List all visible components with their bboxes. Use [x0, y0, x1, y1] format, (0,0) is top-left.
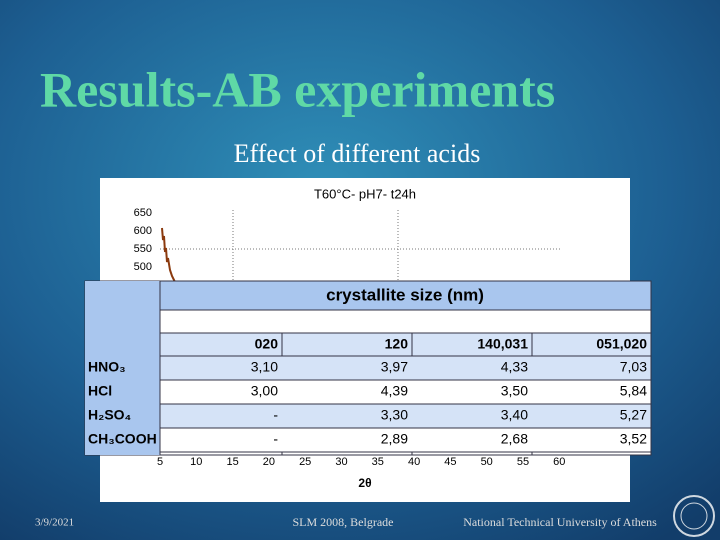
- y-tick-label: 500: [134, 261, 152, 273]
- table-cell: -: [273, 431, 278, 447]
- row-header: HCl: [88, 383, 112, 399]
- table-cell: 3,10: [251, 359, 278, 375]
- x-tick-label: 5: [157, 456, 163, 468]
- row-header-column: [85, 281, 160, 455]
- x-tick-label: 35: [372, 456, 384, 468]
- column-header: 140,031: [477, 336, 528, 352]
- x-axis-label: 2θ: [358, 476, 371, 490]
- table-cell: 3,30: [381, 407, 408, 423]
- figure-title: T60°C- pH7- t24h: [314, 186, 416, 201]
- x-tick-label: 25: [299, 456, 311, 468]
- footer-institution: National Technical University of Athens: [463, 515, 657, 529]
- column-header: 120: [385, 336, 409, 352]
- table-cell: 3,40: [501, 407, 528, 423]
- table-cell: 3,97: [381, 359, 408, 375]
- y-tick-label: 650: [134, 207, 152, 219]
- table-cell: 7,03: [620, 359, 647, 375]
- caption-cell: [159, 280, 652, 311]
- row-header: CH₃COOH: [88, 431, 157, 447]
- slide-title: Results-AB experiments: [40, 61, 555, 117]
- table-row: [159, 379, 652, 405]
- table-cell: 2,68: [501, 431, 528, 447]
- pattern-curve: [161, 227, 176, 283]
- table-cell: 3,52: [620, 431, 647, 447]
- table-cell: 3,00: [251, 383, 278, 399]
- row-header: H₂SO₄: [88, 407, 131, 423]
- column-header: 020: [255, 336, 279, 352]
- x-tick-label: 50: [481, 456, 493, 468]
- row-header: HNO₃: [88, 359, 126, 375]
- slide-subtitle: Effect of different acids: [234, 139, 481, 168]
- table-cell: -: [273, 407, 278, 423]
- logo: [680, 502, 708, 530]
- table-cell: 2,89: [381, 431, 408, 447]
- table-cell: 5,84: [620, 383, 647, 399]
- table-cell: 4,33: [501, 359, 528, 375]
- x-tick-label: 60: [553, 456, 565, 468]
- table-row: [159, 427, 652, 453]
- y-tick-label: 600: [134, 225, 152, 237]
- blank-row: [159, 309, 652, 334]
- x-tick-label: 15: [226, 456, 238, 468]
- x-tick-label: 20: [263, 456, 275, 468]
- table-caption: crystallite size (nm): [326, 285, 484, 304]
- table-cell: 4,39: [381, 383, 408, 399]
- table-cell: 3,50: [501, 383, 528, 399]
- footer-event: SLM 2008, Belgrade: [293, 515, 394, 529]
- column-header: 051,020: [596, 336, 647, 352]
- x-tick-label: 30: [335, 456, 347, 468]
- table-row: [159, 403, 652, 429]
- x-tick-label: 55: [517, 456, 529, 468]
- logo: [673, 495, 715, 537]
- table-cell: 5,27: [620, 407, 647, 423]
- table-row: [159, 355, 652, 381]
- x-tick-label: 40: [408, 456, 420, 468]
- footer-date: 3/9/2021: [35, 517, 74, 529]
- x-tick-label: 45: [444, 456, 456, 468]
- x-tick-label: 10: [190, 456, 202, 468]
- y-tick-label: 550: [134, 243, 152, 255]
